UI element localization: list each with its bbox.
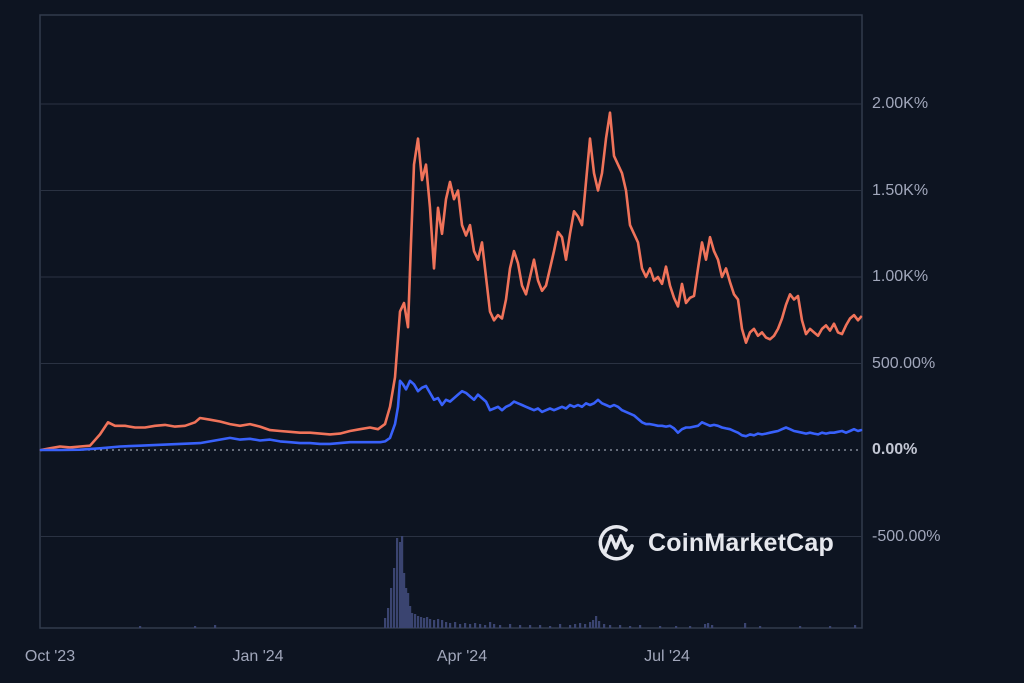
volume-bar: [595, 616, 598, 628]
volume-bar: [707, 623, 710, 628]
y-tick-label: -500.00%: [872, 527, 941, 545]
volume-bar: [454, 622, 457, 628]
volume-bar: [464, 623, 467, 628]
volume-bar: [484, 625, 487, 628]
volume-bar: [405, 588, 408, 628]
x-tick-label: Apr '24: [436, 648, 488, 665]
volume-bar: [598, 621, 601, 628]
volume-bar: [414, 614, 417, 628]
volume-bar: [549, 626, 552, 628]
volume-bar: [489, 622, 492, 628]
volume-bar: [411, 613, 414, 628]
volume-bar: [574, 624, 577, 628]
x-tick-label: Jan '24: [232, 648, 284, 665]
coinmarketcap-watermark: CoinMarketCap: [596, 522, 834, 564]
volume-bar: [396, 538, 399, 628]
volume-bar: [584, 624, 587, 628]
volume-bar: [639, 625, 642, 628]
volume-bar: [629, 626, 632, 628]
y-tick-label: 500.00%: [872, 354, 936, 372]
volume-bar: [579, 623, 582, 628]
volume-bar: [433, 620, 436, 628]
volume-bar: [479, 624, 482, 628]
volume-bar: [441, 620, 444, 628]
x-tick-label: Oct '23: [24, 648, 76, 665]
volume-bar: [474, 623, 477, 628]
volume-bar: [519, 625, 522, 628]
watermark-text: CoinMarketCap: [648, 528, 834, 557]
volume-bar: [426, 617, 429, 628]
volume-bar: [609, 625, 612, 628]
volume-bar: [399, 542, 402, 628]
volume-bar: [429, 619, 432, 628]
volume-bar: [449, 623, 452, 628]
volume-bar: [569, 625, 572, 628]
y-tick-label: 0.00%: [872, 441, 918, 458]
volume-bar: [445, 622, 448, 628]
volume-bar: [393, 568, 396, 628]
volume-bar: [409, 606, 412, 628]
volume-bar: [675, 626, 678, 628]
volume-bar: [499, 625, 502, 628]
volume-bar: [744, 623, 747, 628]
volume-bar: [390, 588, 393, 628]
volume-bar: [704, 624, 707, 628]
volume-bar: [659, 626, 662, 628]
volume-bar: [493, 624, 496, 628]
volume-bar: [384, 618, 387, 628]
volume-bar: [854, 625, 857, 628]
volume-bar: [417, 616, 420, 628]
y-tick-label: 1.50K%: [872, 181, 929, 199]
volume-bar: [589, 622, 592, 628]
y-tick-label: 1.00K%: [872, 268, 929, 285]
volume-bar: [689, 626, 692, 628]
volume-bar: [401, 536, 404, 628]
volume-bar: [603, 624, 606, 628]
coinmarketcap-logo-icon: [598, 525, 634, 561]
volume-bar: [437, 619, 440, 628]
volume-bar: [407, 593, 410, 628]
volume-bar: [529, 625, 532, 628]
volume-bar: [619, 625, 622, 628]
volume-bar: [403, 573, 406, 628]
volume-bar: [711, 625, 714, 628]
volume-bar: [194, 626, 197, 628]
volume-bar: [420, 617, 423, 628]
orange-price-line[interactable]: [39, 111, 863, 452]
volume-bar: [759, 626, 762, 628]
volume-bar: [139, 626, 142, 628]
volume-bar: [423, 618, 426, 628]
volume-bar: [469, 624, 472, 628]
volume-bar: [214, 625, 217, 628]
volume-bar: [459, 624, 462, 628]
volume-bar: [539, 625, 542, 628]
volume-bar: [387, 608, 390, 628]
blue-market-line[interactable]: [39, 379, 863, 452]
volume-bar: [592, 620, 595, 628]
volume-bar: [799, 626, 802, 628]
volume-bar: [559, 624, 562, 628]
volume-bar: [829, 626, 832, 628]
volume-bar: [509, 624, 512, 628]
x-tick-label: Jul '24: [644, 648, 690, 665]
y-tick-label: 2.00K%: [872, 95, 929, 112]
